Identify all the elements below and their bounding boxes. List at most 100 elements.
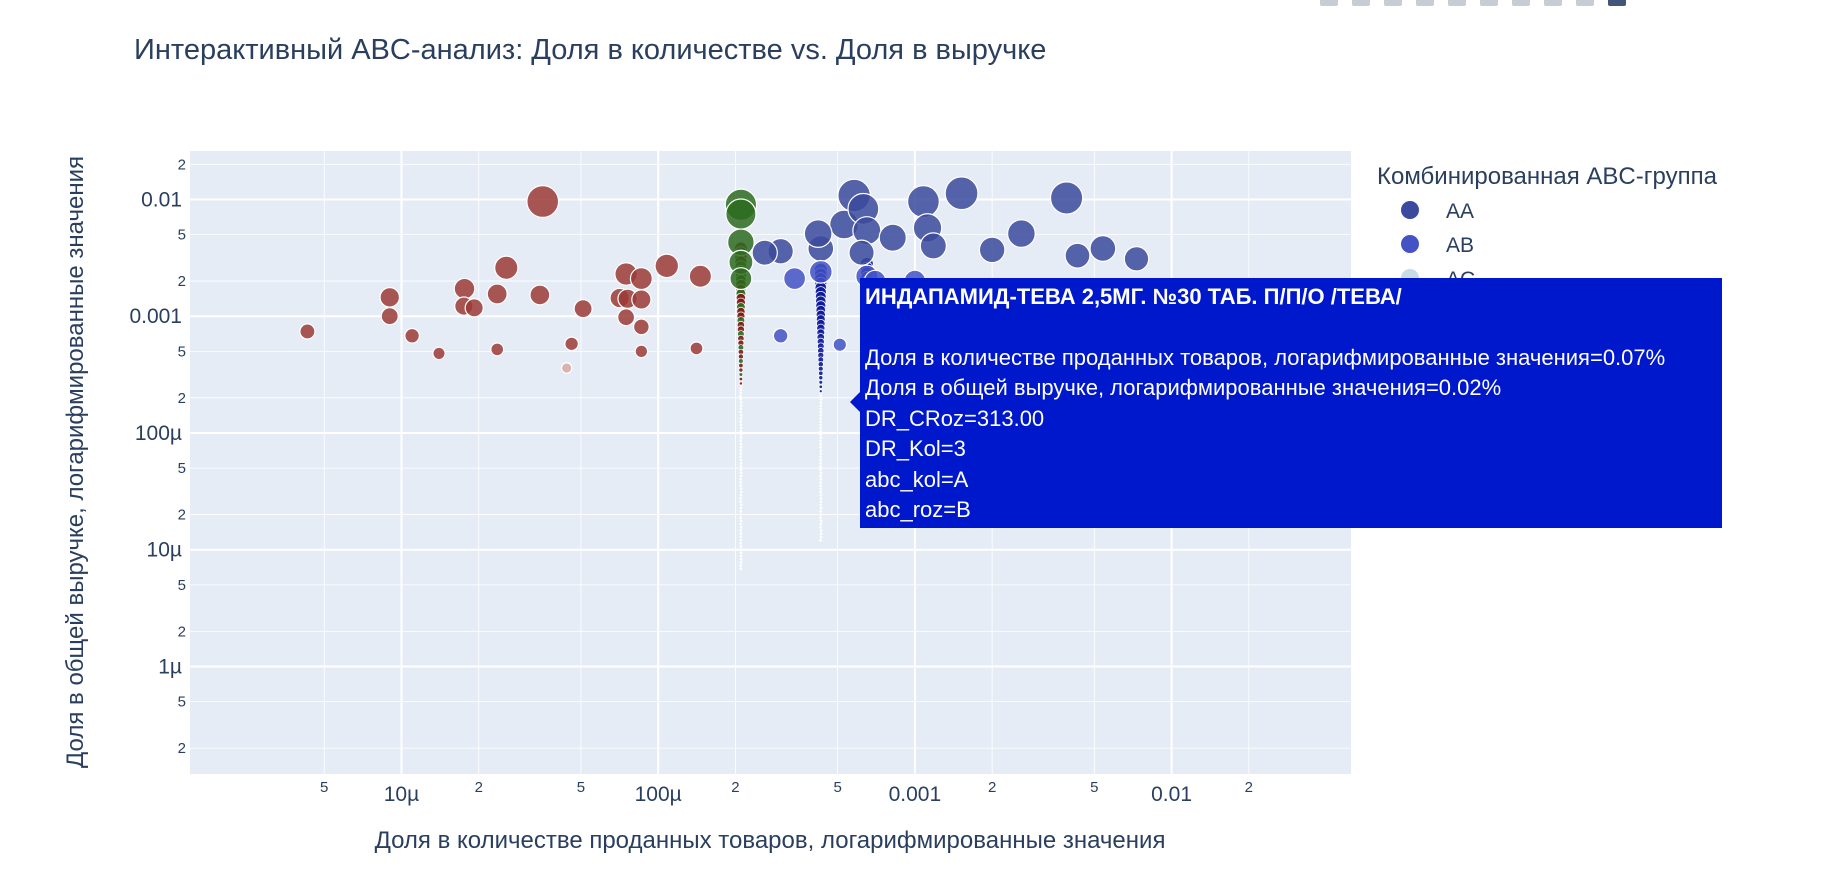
scatter-point[interactable] — [740, 459, 743, 462]
scatter-point[interactable] — [739, 484, 742, 487]
scatter-point[interactable] — [740, 427, 743, 430]
scatter-point[interactable] — [819, 430, 822, 433]
scatter-point[interactable] — [819, 510, 822, 513]
scatter-point[interactable] — [819, 484, 822, 487]
scatter-point[interactable] — [819, 475, 822, 478]
scatter-point[interactable] — [739, 456, 742, 459]
scatter-point[interactable] — [739, 500, 742, 503]
scatter-point[interactable] — [740, 385, 743, 388]
scatter-point[interactable] — [820, 472, 823, 475]
scatter-point[interactable] — [739, 382, 742, 385]
scatter-point[interactable] — [739, 481, 742, 484]
scatter-point[interactable] — [819, 390, 822, 393]
scatter-point[interactable] — [574, 300, 592, 318]
scatter-point[interactable] — [740, 424, 743, 427]
scatter-point[interactable] — [819, 459, 822, 462]
scatter-point[interactable] — [819, 456, 822, 459]
scatter-point[interactable] — [739, 542, 742, 545]
scatter-point[interactable] — [920, 233, 946, 259]
scatter-point[interactable] — [618, 309, 635, 326]
scatter-point[interactable] — [380, 288, 399, 307]
scatter-point[interactable] — [740, 443, 743, 446]
scatter-point[interactable] — [819, 417, 822, 420]
scatter-point[interactable] — [819, 404, 822, 407]
scatter-point[interactable] — [740, 552, 743, 555]
scatter-point[interactable] — [820, 401, 823, 404]
scatter-point[interactable] — [632, 290, 651, 309]
scatter-point[interactable] — [527, 186, 559, 218]
scatter-point[interactable] — [820, 497, 823, 500]
scatter-point[interactable] — [945, 177, 978, 210]
scatter-point[interactable] — [849, 240, 874, 265]
scatter-point[interactable] — [739, 548, 742, 551]
scatter-point[interactable] — [740, 520, 743, 523]
scatter-point[interactable] — [487, 284, 507, 304]
scatter-point[interactable] — [495, 256, 518, 279]
scatter-point[interactable] — [565, 337, 578, 350]
scatter-point[interactable] — [381, 308, 398, 325]
scatter-point[interactable] — [739, 420, 742, 423]
scatter-point[interactable] — [739, 523, 742, 526]
scatter-point[interactable] — [561, 363, 571, 373]
scatter-point[interactable] — [819, 500, 822, 503]
scatter-point[interactable] — [740, 539, 743, 542]
scatter-point[interactable] — [739, 398, 742, 401]
scatter-point[interactable] — [820, 529, 823, 532]
scatter-point[interactable] — [819, 385, 823, 389]
scatter-point[interactable] — [820, 398, 823, 401]
scatter-point[interactable] — [784, 268, 806, 290]
scatter-point[interactable] — [819, 420, 822, 423]
scatter-point[interactable] — [740, 414, 743, 417]
scatter-point[interactable] — [655, 254, 678, 277]
scatter-point[interactable] — [819, 449, 822, 452]
scatter-point[interactable] — [739, 411, 742, 414]
scatter-point[interactable] — [433, 347, 445, 359]
scatter-point[interactable] — [908, 186, 940, 218]
scatter-point[interactable] — [739, 395, 742, 398]
scatter-point[interactable] — [635, 345, 647, 357]
scatter-point[interactable] — [465, 299, 483, 317]
scatter-point[interactable] — [819, 427, 822, 430]
scatter-point[interactable] — [819, 465, 822, 468]
scatter-point[interactable] — [819, 440, 822, 443]
scatter-point[interactable] — [818, 366, 823, 371]
scatter-point[interactable] — [819, 395, 822, 398]
scatter-point[interactable] — [740, 436, 743, 439]
scatter-point[interactable] — [730, 268, 752, 290]
scatter-point[interactable] — [752, 240, 777, 265]
scatter-point[interactable] — [740, 561, 743, 564]
scatter-point[interactable] — [454, 278, 475, 299]
scatter-point[interactable] — [689, 265, 711, 287]
scatter-point[interactable] — [740, 510, 743, 513]
scatter-point[interactable] — [740, 532, 743, 535]
scatter-point[interactable] — [819, 414, 822, 417]
scatter-point[interactable] — [740, 433, 743, 436]
scatter-point[interactable] — [819, 380, 823, 384]
scatter-point[interactable] — [1051, 182, 1083, 214]
scatter-point[interactable] — [739, 377, 743, 381]
scatter-point[interactable] — [804, 220, 832, 248]
scatter-point[interactable] — [820, 452, 823, 455]
scatter-point[interactable] — [739, 368, 743, 372]
scatter-point[interactable] — [740, 488, 743, 491]
scatter-point[interactable] — [739, 373, 743, 377]
scatter-point[interactable] — [740, 475, 743, 478]
scatter-point[interactable] — [809, 260, 832, 283]
scatter-point[interactable] — [739, 388, 742, 391]
scatter-point[interactable] — [740, 472, 743, 475]
scatter-point[interactable] — [740, 468, 743, 471]
scatter-point[interactable] — [819, 443, 822, 446]
scatter-point[interactable] — [979, 237, 1005, 263]
scatter-point[interactable] — [740, 446, 743, 449]
scatter-point[interactable] — [740, 408, 743, 411]
scatter-point[interactable] — [739, 449, 742, 452]
scatter-point[interactable] — [1065, 243, 1090, 268]
scatter-point[interactable] — [739, 452, 742, 455]
scatter-point[interactable] — [739, 478, 742, 481]
scatter-point[interactable] — [819, 478, 822, 481]
scatter-point[interactable] — [740, 545, 743, 548]
scatter-point[interactable] — [739, 497, 742, 500]
scatter-point[interactable] — [820, 520, 823, 523]
scatter-point[interactable] — [740, 404, 743, 407]
scatter-point[interactable] — [819, 526, 822, 529]
